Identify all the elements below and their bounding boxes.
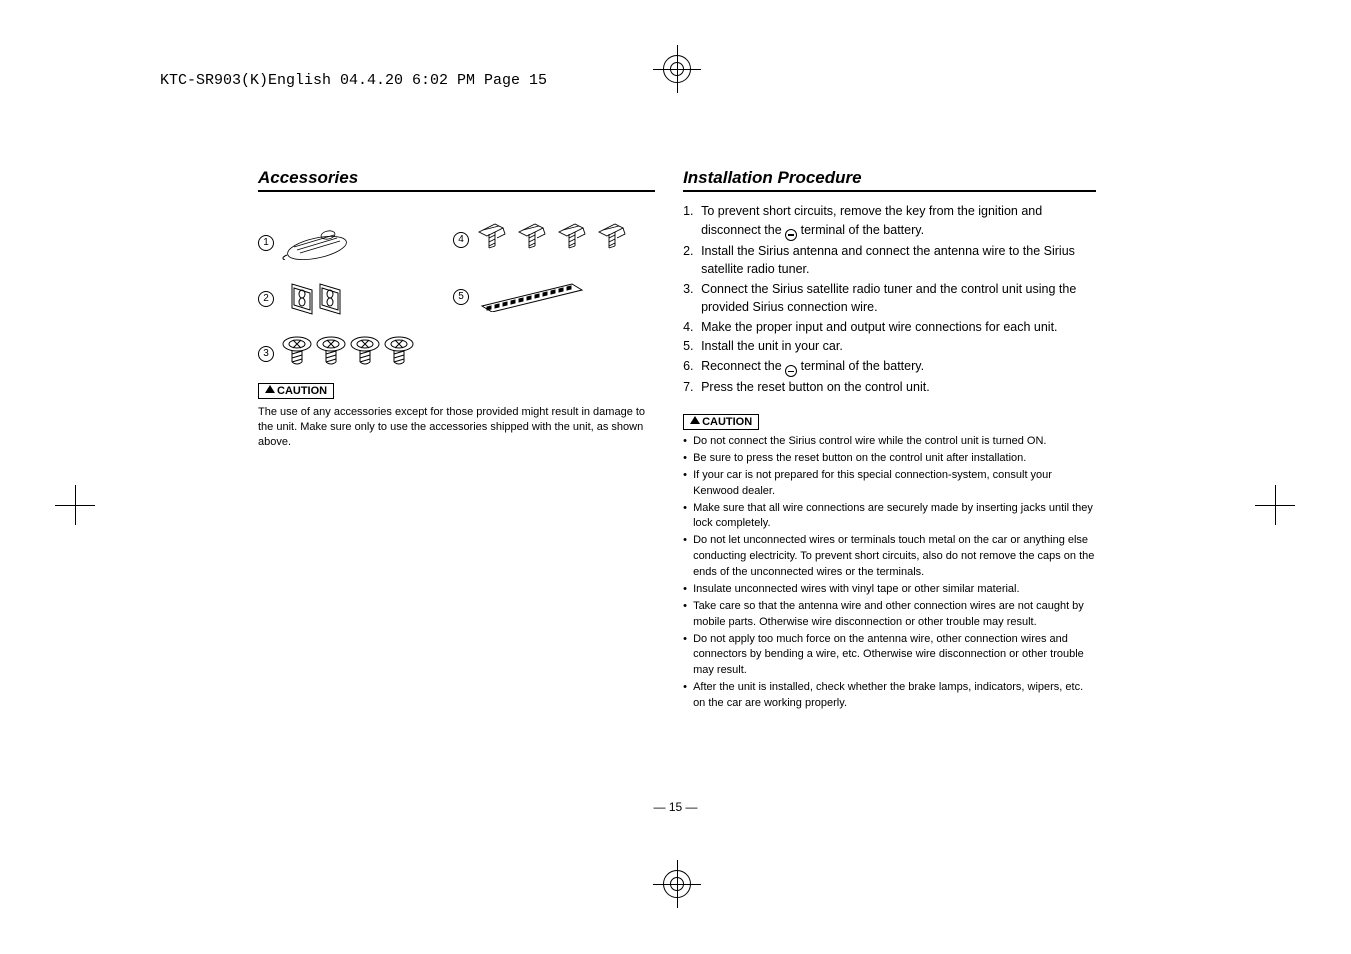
installation-column: Installation Procedure 1.To prevent shor…: [683, 168, 1096, 713]
accessory-item-5: 5: [453, 276, 587, 317]
accessory-icon: [282, 276, 352, 321]
install-step: 1.To prevent short circuits, remove the …: [683, 202, 1096, 241]
installation-cautions: •Do not connect the Sirius control wire …: [683, 434, 1096, 711]
install-step: 7.Press the reset button on the control …: [683, 378, 1096, 397]
install-step: 6.Reconnect the terminal of the battery.: [683, 357, 1096, 377]
accessory-item-2: 2: [258, 276, 352, 321]
caution-bullet: •If your car is not prepared for this sp…: [683, 468, 1096, 499]
accessory-icon: [282, 332, 422, 375]
accessory-icon: [477, 220, 637, 259]
install-step: 3.Connect the Sirius satellite radio tun…: [683, 280, 1096, 317]
caution-label-left: CAUTION: [258, 383, 334, 399]
caution-label-text: CAUTION: [702, 416, 752, 428]
accessory-number: 2: [258, 291, 274, 307]
page-number: — 15 —: [653, 800, 697, 814]
caution-bullet: •Do not connect the Sirius control wire …: [683, 434, 1096, 450]
accessory-icon: [282, 220, 352, 265]
caution-bullet: •Insulate unconnected wires with vinyl t…: [683, 582, 1096, 598]
install-step: 4.Make the proper input and output wire …: [683, 318, 1096, 337]
install-step: 2.Install the Sirius antenna and connect…: [683, 242, 1096, 279]
caution-bullet: •Take care so that the antenna wire and …: [683, 599, 1096, 630]
cropmark-bottom: [663, 870, 691, 898]
accessory-icon: [477, 276, 587, 317]
caution-bullet: •Do not let unconnected wires or termina…: [683, 533, 1096, 580]
installation-title: Installation Procedure: [683, 168, 1096, 192]
accessory-number: 3: [258, 346, 274, 362]
print-header: KTC-SR903(K)English 04.4.20 6:02 PM Page…: [160, 72, 547, 89]
caution-bullet: •Be sure to press the reset button on th…: [683, 451, 1096, 467]
accessory-number: 1: [258, 235, 274, 251]
accessory-item-4: 4: [453, 220, 637, 259]
minus-terminal-icon: [785, 229, 797, 241]
caution-bullet: •Make sure that all wire connections are…: [683, 501, 1096, 532]
accessory-item-1: 1: [258, 220, 352, 265]
accessory-number: 5: [453, 289, 469, 305]
accessory-number: 4: [453, 232, 469, 248]
cropmark-right: [1255, 485, 1295, 525]
accessory-item-3: 3: [258, 332, 422, 375]
cropmark-top: [663, 55, 691, 83]
warning-triangle-icon: [265, 385, 275, 393]
accessories-grid: 1 2 3 4 5: [258, 202, 655, 377]
accessories-column: Accessories 1 2 3 4 5 CAUTION The use of any…: [258, 168, 655, 713]
installation-steps: 1.To prevent short circuits, remove the …: [683, 202, 1096, 397]
caution-bullet: •After the unit is installed, check whet…: [683, 680, 1096, 711]
accessories-title: Accessories: [258, 168, 655, 192]
caution-bullet: •Do not apply too much force on the ante…: [683, 632, 1096, 679]
caution-label-right: CAUTION: [683, 414, 759, 430]
caution-label-text: CAUTION: [277, 385, 327, 397]
page-content: Accessories 1 2 3 4 5 CAUTION The use of any…: [258, 168, 1096, 713]
minus-terminal-icon: [785, 365, 797, 377]
warning-triangle-icon: [690, 416, 700, 424]
accessories-caution-text: The use of any accessories except for th…: [258, 405, 655, 450]
install-step: 5.Install the unit in your car.: [683, 337, 1096, 356]
cropmark-left: [55, 485, 95, 525]
